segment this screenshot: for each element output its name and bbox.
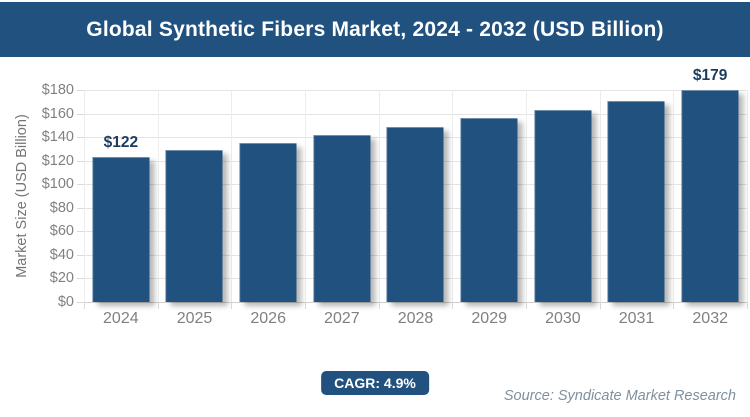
x-tick-label-2025: 2025 [176, 310, 213, 327]
y-tick-mark [77, 160, 84, 162]
plot-area: $122 $179 [77, 67, 748, 309]
bar-cell-2032: $179 [673, 67, 747, 302]
y-tick-label: $160 [41, 105, 74, 122]
gridline-horizontal [84, 90, 747, 91]
y-tick-mark [77, 302, 84, 303]
x-tick-mark [747, 302, 748, 309]
bar-2030 [534, 110, 592, 302]
gridline-vertical [378, 90, 380, 302]
x-tick-mark [599, 302, 601, 309]
bar-cell-2028 [379, 90, 453, 302]
y-tick-label: $80 [49, 199, 74, 216]
y-tick-label: $0 [57, 294, 74, 310]
bar-cell-2026 [231, 90, 305, 302]
x-tick-mark [84, 302, 85, 309]
x-tick-mark [305, 302, 306, 309]
y-tick-mark [77, 254, 84, 256]
x-tick-label-2024: 2024 [103, 310, 139, 327]
x-tick-mark [378, 302, 380, 309]
x-tick-label-2028: 2028 [397, 310, 434, 327]
y-tick-label: $120 [41, 152, 74, 169]
bar-2025 [165, 150, 223, 302]
cagr-badge: CAGR: 4.9% [321, 371, 429, 395]
bar-2024 [92, 157, 150, 302]
x-tick-mark [526, 302, 527, 309]
bar-cell-2029 [452, 90, 526, 302]
bar-cell-2031 [600, 90, 674, 302]
y-axis-tick-labels: $0 $20 $40 $60 $80 $100 $120 $140 $160 $180 [0, 82, 74, 310]
bar-value-label-2032: $179 [692, 67, 728, 85]
x-tick-mark [157, 302, 159, 309]
y-tick-label: $180 [41, 82, 74, 98]
y-tick-label: $20 [49, 270, 74, 287]
x-tick-mark [231, 302, 233, 309]
y-tick-mark [77, 278, 84, 280]
bar-2028 [386, 126, 444, 302]
gridline-vertical [599, 90, 601, 302]
bar-2032 [681, 90, 739, 302]
x-tick-label-2032: 2032 [692, 310, 728, 327]
y-tick-label: $40 [49, 246, 74, 263]
y-tick-mark [77, 113, 84, 115]
gridline-horizontal [84, 113, 747, 115]
x-tick-label-2029: 2029 [471, 310, 507, 327]
gridline-vertical [452, 90, 454, 302]
bar-2029 [460, 118, 518, 302]
y-tick-mark [77, 184, 84, 186]
bar-value-label-2024: $122 [103, 134, 139, 152]
bar-2031 [607, 100, 665, 302]
gridline-vertical [231, 90, 233, 302]
gridline-vertical [673, 90, 675, 302]
y-tick-label: $140 [41, 129, 74, 146]
gridline-horizontal [84, 302, 747, 303]
x-tick-label-2030: 2030 [545, 310, 581, 327]
y-tick-label: $100 [41, 176, 74, 193]
x-tick-label-2026: 2026 [250, 310, 286, 327]
x-tick-mark [673, 302, 675, 309]
gridline-vertical [747, 90, 748, 302]
y-tick-label: $60 [49, 223, 74, 240]
gridline-vertical [305, 90, 306, 302]
bar-cell-2024: $122 [84, 90, 158, 302]
bar-cell-2030 [526, 90, 600, 302]
source-note: Source: Syndicate Market Research [503, 388, 736, 404]
bar-2026 [239, 143, 297, 302]
chart-title-bar: Global Synthetic Fibers Market, 2024 - 2… [0, 2, 750, 57]
x-axis-tick-labels: 2024 2025 2026 2027 2028 2029 2030 2031 2032 [84, 310, 747, 328]
y-tick-mark [77, 137, 84, 139]
y-tick-mark [77, 231, 84, 233]
chart-title: Global Synthetic Fibers Market, 2024 - 2… [86, 17, 664, 41]
gridline-vertical [157, 90, 159, 302]
x-tick-mark [452, 302, 454, 309]
x-tick-label-2031: 2031 [618, 310, 655, 327]
bar-cell-2027 [305, 90, 379, 302]
gridline-vertical [526, 90, 527, 302]
bar-cell-2025 [158, 90, 232, 302]
y-tick-mark [77, 90, 84, 91]
y-tick-mark [77, 207, 84, 209]
bar-2027 [313, 134, 371, 302]
gridline-vertical [84, 90, 85, 302]
x-tick-label-2027: 2027 [324, 310, 360, 327]
